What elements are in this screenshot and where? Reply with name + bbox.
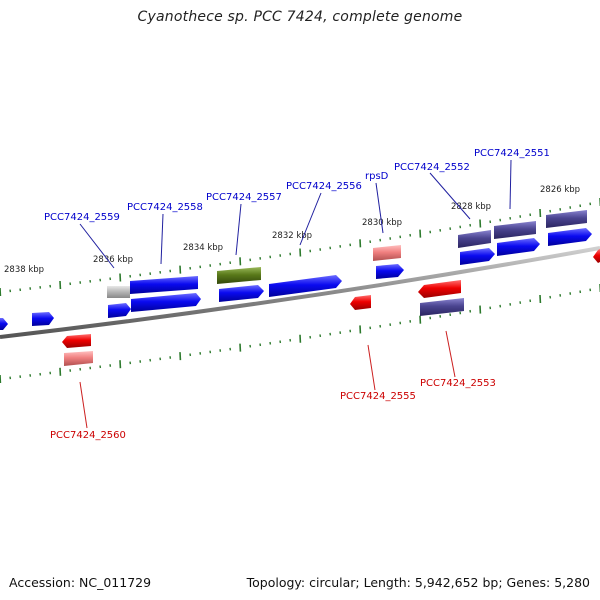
reverse-leader-lines	[79, 330, 456, 429]
genome-title: Cyanothece sp. PCC 7424, complete genome	[137, 9, 463, 25]
feature-2550-other[interactable]	[546, 210, 587, 228]
genome-summary-text: Topology: circular; Length: 5,942,652 bp…	[246, 575, 590, 590]
scale-label-2838: 2838 kbp	[4, 265, 44, 275]
scale-label-2836: 2836 kbp	[93, 255, 133, 265]
cds-arrow-2558[interactable]	[131, 293, 201, 312]
cds-arrow[interactable]	[0, 318, 8, 330]
cds-arrow-rev-2560[interactable]	[62, 334, 91, 348]
gene-label-2557[interactable]: PCC7424_2557	[206, 192, 282, 203]
feature-2552-other[interactable]	[458, 230, 491, 248]
feature-grey[interactable]	[107, 286, 130, 298]
cds-arrow[interactable]	[108, 303, 131, 318]
forward-leader-lines	[79, 159, 512, 269]
cds-arrow[interactable]	[497, 238, 540, 256]
gene-label-rpsD[interactable]: rpsD	[365, 171, 389, 182]
accession-text: Accession: NC_011729	[9, 575, 152, 590]
gene-label-2556[interactable]: PCC7424_2556	[286, 181, 362, 192]
feature-2553-other[interactable]	[420, 298, 464, 316]
rna-2560[interactable]	[64, 351, 93, 366]
feature-rpsD-rna[interactable]	[373, 245, 401, 261]
inner-tick-ring	[0, 284, 600, 384]
outer-tick-ring	[0, 198, 600, 297]
scale-label-2834: 2834 kbp	[183, 243, 223, 253]
cds-arrow-rev-2555[interactable]	[350, 295, 371, 310]
feature-2558-cds[interactable]	[130, 276, 198, 294]
scale-label-2828: 2828 kbp	[451, 202, 491, 212]
gene-label-2551[interactable]: PCC7424_2551	[474, 148, 550, 159]
forward-inner-features	[0, 228, 592, 330]
forward-outer-features	[107, 210, 587, 298]
gene-label-2558[interactable]: PCC7424_2558	[127, 202, 203, 213]
cds-arrow[interactable]	[219, 285, 264, 302]
gene-label-2555[interactable]: PCC7424_2555	[340, 391, 416, 402]
gene-label-2559[interactable]: PCC7424_2559	[44, 212, 120, 223]
genome-backbone	[0, 246, 600, 339]
cds-arrow[interactable]	[460, 248, 495, 265]
cds-arrow-rev-edge[interactable]	[593, 249, 600, 263]
scale-label-2832: 2832 kbp	[272, 231, 312, 241]
cds-arrow-2556[interactable]	[269, 275, 342, 297]
feature-2551-other[interactable]	[494, 221, 536, 239]
feature-2557-green[interactable]	[217, 267, 261, 284]
scale-label-2826: 2826 kbp	[540, 185, 580, 195]
reverse-features	[62, 249, 600, 366]
cds-arrow-rev-2554[interactable]	[418, 280, 461, 298]
gene-label-2553[interactable]: PCC7424_2553	[420, 378, 496, 389]
gene-label-2560[interactable]: PCC7424_2560	[50, 430, 126, 441]
cds-arrow-rpsD[interactable]	[376, 264, 404, 279]
cds-arrow[interactable]	[32, 312, 54, 326]
cds-arrow[interactable]	[548, 228, 592, 246]
gene-label-2552[interactable]: PCC7424_2552	[394, 162, 470, 173]
